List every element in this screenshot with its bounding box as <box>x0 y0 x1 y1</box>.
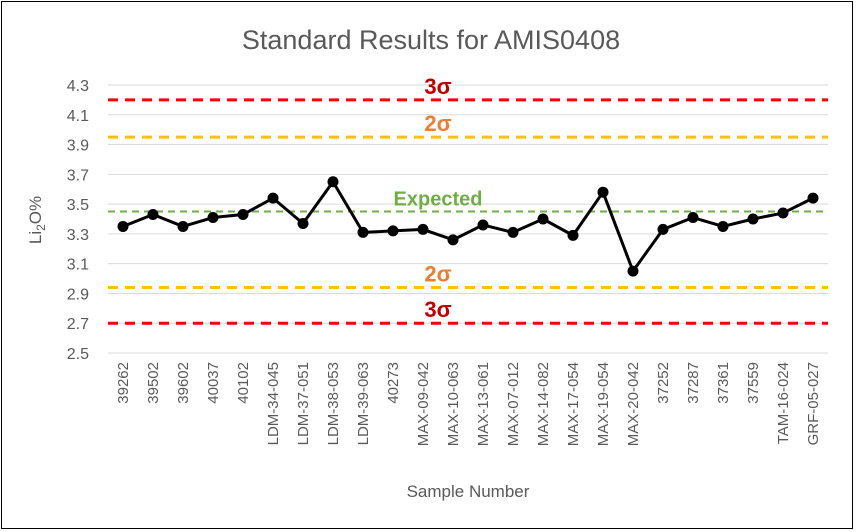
y-tick-label: 2.9 <box>67 286 89 303</box>
x-tick-label: GRF-05-027 <box>805 362 822 445</box>
y-tick-label: 2.7 <box>67 316 89 333</box>
data-point <box>417 223 429 235</box>
control-limit-label: 2σ <box>424 111 451 136</box>
x-tick-label: MAX-14-082 <box>535 362 552 446</box>
y-tick-label: 3.5 <box>67 197 89 214</box>
y-tick-label: 3.1 <box>67 257 89 274</box>
data-point <box>687 212 699 224</box>
data-point <box>597 186 609 198</box>
data-point <box>357 226 369 238</box>
x-tick-label: 39262 <box>115 362 132 404</box>
x-tick-label: MAX-10-063 <box>445 362 462 446</box>
reference-lines: 3σ 2σ Expected 2σ 3σ <box>108 74 828 325</box>
data-point <box>387 225 399 237</box>
data-point <box>627 265 639 277</box>
y-axis-ticks: 4.3 4.1 3.9 3.7 3.5 3.3 3.1 2.9 2.7 2.5 <box>67 78 89 363</box>
x-tick-label: MAX-13-061 <box>475 362 492 446</box>
x-tick-label: 39502 <box>145 362 162 404</box>
x-tick-label: MAX-20-042 <box>625 362 642 446</box>
data-point <box>327 176 339 188</box>
data-point <box>717 220 729 232</box>
data-point <box>747 213 759 225</box>
x-tick-label: 37559 <box>745 362 762 404</box>
data-point <box>237 209 249 221</box>
expected-label: Expected <box>394 189 483 211</box>
x-tick-label: MAX-17-054 <box>565 362 582 446</box>
x-axis-ticks: 39262 39502 39602 40037 40102 LDM-34-045 LDM-3… <box>115 362 822 446</box>
x-tick-label: LDM-39-063 <box>355 362 372 445</box>
data-point <box>807 192 819 204</box>
x-tick-label: LDM-34-045 <box>265 362 282 445</box>
data-point <box>207 212 219 224</box>
chart-title: Standard Results for AMIS0408 <box>242 25 620 55</box>
data-point <box>777 207 789 219</box>
data-point <box>507 226 519 238</box>
control-limit-label: 2σ <box>424 261 451 286</box>
data-point <box>657 223 669 235</box>
x-tick-label: 37361 <box>715 362 732 404</box>
y-tick-label: 3.9 <box>67 138 89 155</box>
x-tick-label: MAX-07-012 <box>505 362 522 446</box>
y-tick-label: 4.1 <box>67 108 89 125</box>
y-axis-label: Li2O% <box>26 196 48 244</box>
y-tick-label: 2.5 <box>67 346 89 363</box>
y-tick-label: 3.7 <box>67 167 89 184</box>
data-point <box>567 229 579 241</box>
x-tick-label: LDM-38-053 <box>325 362 342 445</box>
data-point <box>297 217 309 229</box>
x-tick-label: 37287 <box>685 362 702 404</box>
x-tick-label: MAX-19-054 <box>595 362 612 446</box>
data-series <box>117 176 819 277</box>
data-point <box>477 219 489 231</box>
x-tick-label: TAM-16-024 <box>775 362 792 444</box>
data-point <box>267 192 279 204</box>
data-point <box>147 209 159 221</box>
control-limit-label: 3σ <box>424 74 451 99</box>
x-tick-label: 40273 <box>385 362 402 404</box>
control-limit-label: 3σ <box>424 297 451 322</box>
x-tick-label: 39602 <box>175 362 192 404</box>
y-tick-label: 4.3 <box>67 78 89 95</box>
x-tick-label: LDM-37-051 <box>295 362 312 445</box>
x-tick-label: MAX-09-042 <box>415 362 432 446</box>
x-tick-label: 37252 <box>655 362 672 404</box>
y-tick-label: 3.3 <box>67 227 89 244</box>
x-tick-label: 40102 <box>235 362 252 404</box>
data-point <box>117 220 129 232</box>
data-point <box>447 234 459 246</box>
x-tick-label: 40037 <box>205 362 222 404</box>
data-point <box>537 213 549 225</box>
x-axis-label: Sample Number <box>407 482 530 501</box>
data-point <box>177 220 189 232</box>
